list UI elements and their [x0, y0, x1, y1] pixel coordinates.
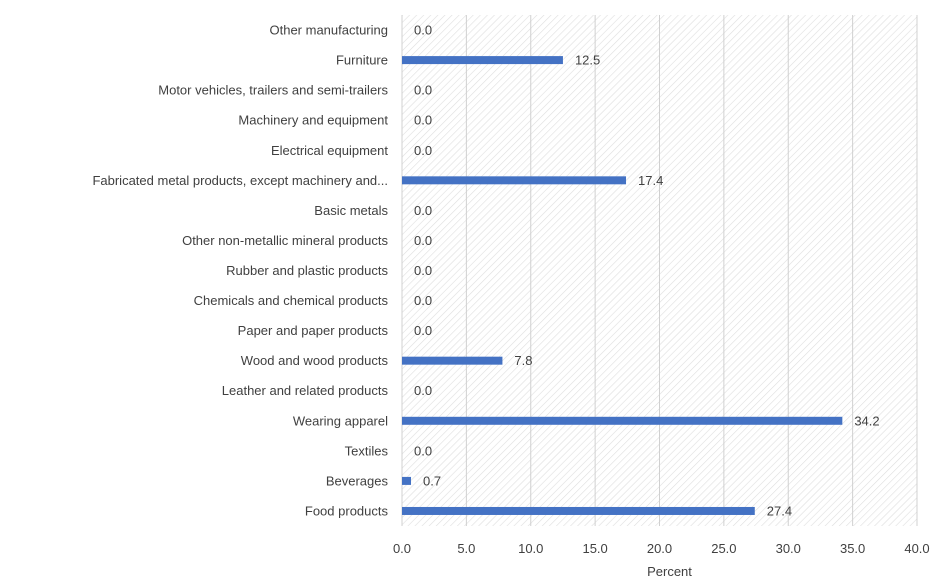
- x-axis-tick-labels: 0.0 5.0 10.0 15.0 20.0 25.0 30.0 35.0 40.0: [393, 541, 930, 556]
- bar: [402, 356, 503, 365]
- category-label: Motor vehicles, trailers and semi-traile…: [158, 83, 388, 98]
- data-label: 0.0: [414, 203, 432, 218]
- category-label: Basic metals: [314, 203, 388, 218]
- category-label: Electrical equipment: [271, 143, 388, 158]
- bar: [402, 506, 755, 515]
- x-tick-label: 15.0: [582, 541, 607, 556]
- data-label: 0.0: [414, 263, 432, 278]
- category-label: Wood and wood products: [241, 353, 389, 368]
- category-label: Machinery and equipment: [238, 113, 388, 128]
- data-label: 0.0: [414, 233, 432, 248]
- data-label: 12.5: [575, 53, 600, 68]
- category-label: Leather and related products: [222, 383, 389, 398]
- data-label: 0.0: [414, 143, 432, 158]
- data-label: 17.4: [638, 173, 663, 188]
- bar: [402, 416, 843, 425]
- x-tick-label: 25.0: [711, 541, 736, 556]
- category-label: Chemicals and chemical products: [194, 293, 389, 308]
- bar: [402, 476, 412, 485]
- category-label: Other non-metallic mineral products: [182, 233, 388, 248]
- category-label: Rubber and plastic products: [226, 263, 388, 278]
- category-labels: Other manufacturing Furniture Motor vehicl…: [92, 23, 388, 519]
- data-label: 0.0: [414, 83, 432, 98]
- category-label: Beverages: [326, 473, 389, 488]
- x-tick-label: 10.0: [518, 541, 543, 556]
- category-label: Textiles: [345, 443, 389, 458]
- data-label: 7.8: [514, 353, 532, 368]
- bar: [402, 56, 563, 65]
- data-label: 34.2: [854, 413, 879, 428]
- x-tick-label: 5.0: [457, 541, 475, 556]
- category-label: Other manufacturing: [269, 23, 388, 38]
- x-tick-label: 20.0: [647, 541, 672, 556]
- data-label: 0.0: [414, 323, 432, 338]
- gridlines: [401, 15, 918, 526]
- data-label: 0.0: [414, 383, 432, 398]
- category-label: Paper and paper products: [238, 323, 389, 338]
- data-label: 0.0: [414, 293, 432, 308]
- value-labels: 0.0 12.5 0.0 0.0 0.0 17.4 0.0 0.0 0.0 0.0 0.0 7.8 0.…: [414, 23, 880, 519]
- x-tick-label: 0.0: [393, 541, 411, 556]
- category-label: Furniture: [336, 53, 388, 68]
- x-axis-label: Percent: [647, 564, 692, 579]
- x-tick-label: 30.0: [776, 541, 801, 556]
- x-tick-label: 35.0: [840, 541, 865, 556]
- data-label: 27.4: [767, 503, 792, 518]
- x-tick-label: 40.0: [904, 541, 929, 556]
- category-label: Wearing apparel: [293, 413, 388, 428]
- bars: [402, 56, 843, 515]
- category-label: Fabricated metal products, except machin…: [92, 173, 388, 188]
- data-label: 0.0: [414, 113, 432, 128]
- data-label: 0.0: [414, 23, 432, 38]
- data-label: 0.0: [414, 443, 432, 458]
- bar: [402, 176, 627, 185]
- data-label: 0.7: [423, 473, 441, 488]
- category-label: Food products: [305, 503, 389, 518]
